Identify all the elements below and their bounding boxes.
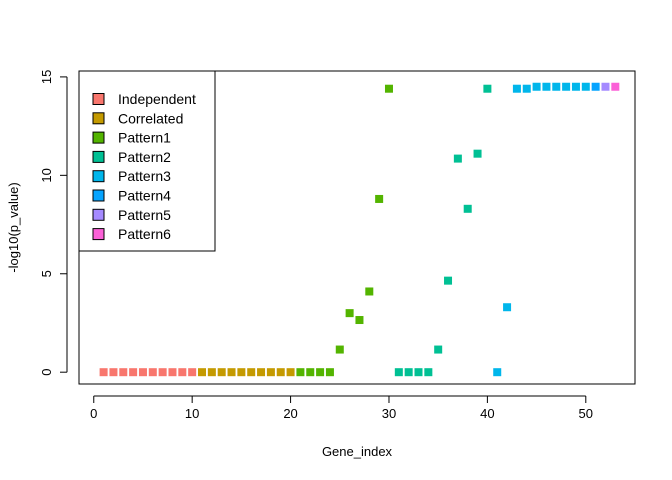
data-point bbox=[306, 368, 315, 377]
data-point bbox=[227, 368, 236, 377]
data-points bbox=[99, 82, 620, 377]
y-tick-label: 5 bbox=[39, 270, 54, 277]
data-point bbox=[522, 84, 531, 93]
data-point bbox=[198, 368, 207, 377]
legend-label: Pattern1 bbox=[118, 130, 171, 146]
data-point bbox=[237, 368, 246, 377]
data-point bbox=[493, 368, 502, 377]
legend-label: Pattern5 bbox=[118, 207, 171, 223]
legend-label: Pattern2 bbox=[118, 149, 171, 165]
data-point bbox=[473, 149, 482, 158]
data-point bbox=[217, 368, 226, 377]
data-point bbox=[99, 368, 108, 377]
data-point bbox=[325, 368, 334, 377]
y-axis-label: -log10(p_value) bbox=[6, 182, 21, 272]
data-point bbox=[296, 368, 305, 377]
legend-swatch bbox=[92, 170, 105, 183]
data-point bbox=[483, 84, 492, 93]
legend-swatch bbox=[92, 189, 105, 202]
x-axis: 0 10 20 30 40 50 bbox=[90, 395, 593, 421]
x-tick-label: 0 bbox=[90, 406, 97, 421]
legend-swatch bbox=[92, 150, 105, 163]
data-point bbox=[158, 368, 167, 377]
data-point bbox=[453, 154, 462, 163]
x-tick-label: 50 bbox=[579, 406, 593, 421]
legend-label: Pattern6 bbox=[118, 226, 171, 242]
data-point bbox=[316, 368, 325, 377]
legend-label: Independent bbox=[118, 91, 196, 107]
legend-swatch bbox=[92, 131, 105, 144]
data-point bbox=[355, 316, 364, 325]
data-point bbox=[257, 368, 266, 377]
data-point bbox=[247, 368, 256, 377]
data-point bbox=[581, 82, 590, 91]
x-tick-label: 20 bbox=[283, 406, 297, 421]
data-point bbox=[601, 82, 610, 91]
data-point bbox=[138, 368, 147, 377]
legend-label: Correlated bbox=[118, 110, 183, 126]
data-point bbox=[276, 368, 285, 377]
data-point bbox=[178, 368, 187, 377]
data-point bbox=[129, 368, 138, 377]
data-point bbox=[591, 82, 600, 91]
data-point bbox=[266, 368, 275, 377]
data-point bbox=[109, 368, 118, 377]
data-point bbox=[512, 84, 521, 93]
data-point bbox=[404, 368, 413, 377]
data-point bbox=[611, 82, 620, 91]
data-point bbox=[552, 82, 561, 91]
data-point bbox=[345, 309, 354, 318]
data-point bbox=[542, 82, 551, 91]
y-axis: 0 5 10 15 bbox=[39, 70, 68, 376]
legend-swatch bbox=[92, 228, 105, 241]
x-tick-label: 10 bbox=[185, 406, 199, 421]
data-point bbox=[424, 368, 433, 377]
data-point bbox=[207, 368, 216, 377]
data-point bbox=[119, 368, 128, 377]
legend-swatch bbox=[92, 112, 105, 125]
x-tick-label: 30 bbox=[382, 406, 396, 421]
x-tick-label: 40 bbox=[480, 406, 494, 421]
y-tick-label: 15 bbox=[39, 70, 54, 84]
data-point bbox=[532, 82, 541, 91]
y-tick-label: 10 bbox=[39, 168, 54, 182]
data-point bbox=[571, 82, 580, 91]
data-point bbox=[503, 303, 512, 312]
data-point bbox=[375, 194, 384, 203]
data-point bbox=[444, 276, 453, 285]
data-point bbox=[562, 82, 571, 91]
legend-swatch bbox=[92, 93, 105, 105]
data-point bbox=[365, 287, 374, 296]
data-point bbox=[384, 84, 393, 93]
data-point bbox=[188, 368, 197, 377]
x-axis-label: Gene_index bbox=[322, 444, 393, 459]
legend-label: Pattern4 bbox=[118, 188, 171, 204]
data-point bbox=[463, 204, 472, 213]
legend-label: Pattern3 bbox=[118, 168, 171, 184]
data-point bbox=[335, 345, 344, 354]
data-point bbox=[434, 345, 443, 354]
data-point bbox=[394, 368, 403, 377]
data-point bbox=[286, 368, 295, 377]
y-tick-label: 0 bbox=[39, 369, 54, 376]
legend-swatch bbox=[92, 208, 105, 221]
legend: Independent Correlated Pattern1 Pattern2 Pat… bbox=[78, 70, 216, 252]
data-point bbox=[168, 368, 177, 377]
data-point bbox=[148, 368, 157, 377]
data-point bbox=[414, 368, 423, 377]
